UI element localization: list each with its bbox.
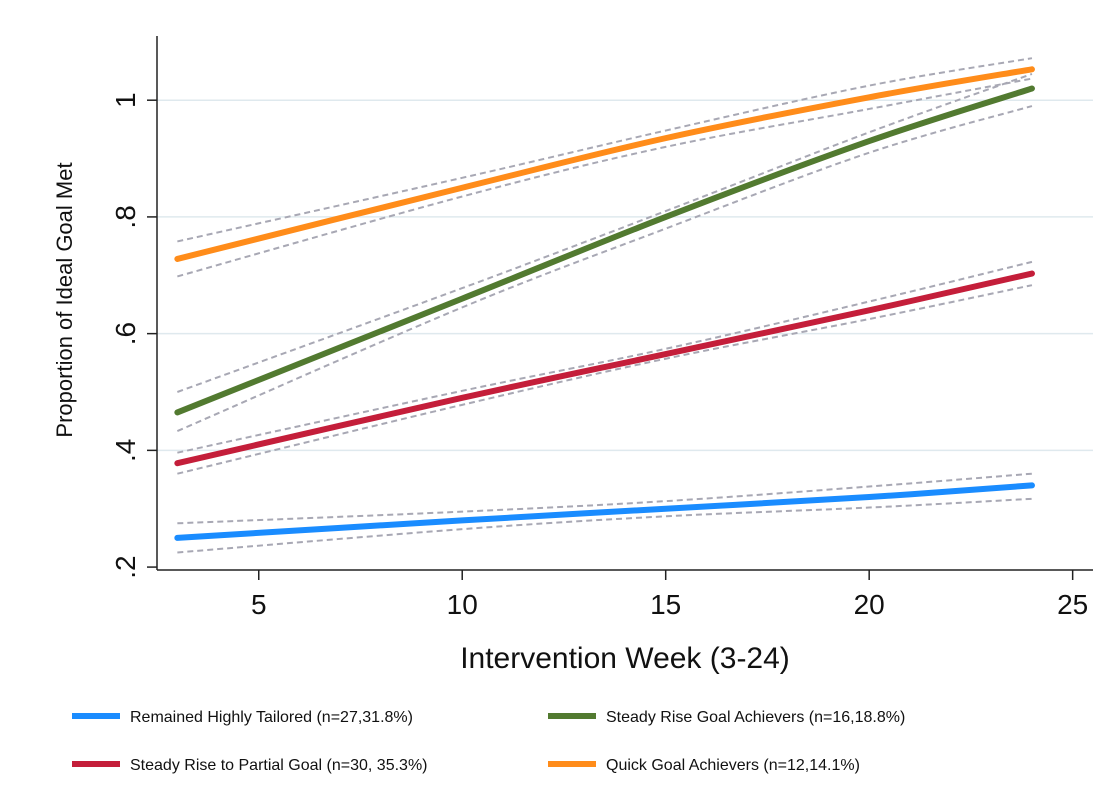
x-tick-label: 15 (650, 589, 681, 620)
ci-line-ci-upper (177, 72, 1033, 393)
ci-line-ci-lower (177, 284, 1033, 475)
axes (156, 36, 1093, 571)
y-tick-label: .2 (110, 555, 141, 578)
ci-line-ci-lower (177, 497, 1033, 554)
x-tick-label: 5 (251, 589, 267, 620)
ci-line-ci-upper (177, 260, 1033, 454)
ci-line-ci-lower (176, 105, 1033, 433)
legend-label: Steady Rise Goal Achievers (n=16,18.8%) (606, 709, 905, 726)
legend-label: Remained Highly Tailored (n=27,31.8%) (130, 709, 413, 726)
y-axis-title: Proportion of Ideal Goal Met (52, 162, 77, 437)
y-tick-label: 1 (110, 92, 141, 108)
y-ticks: .2 .4 .6 .8 1 (110, 92, 157, 579)
x-tick-label: 25 (1057, 589, 1088, 620)
series-line (174, 66, 1035, 262)
y-tick-label: .6 (110, 322, 141, 345)
x-tick-label: 10 (447, 589, 478, 620)
gridlines (157, 99, 1093, 452)
legend-label: Steady Rise to Partial Goal (n=30, 35.3%… (130, 757, 428, 774)
legend: Remained Highly Tailored (n=27,31.8%) Ste… (72, 709, 905, 774)
x-axis-title: Intervention Week (3-24) (460, 642, 790, 675)
legend-label: Quick Goal Achievers (n=12,14.1%) (606, 757, 860, 774)
x-ticks: 5 10 15 20 25 (251, 570, 1088, 620)
series-line (174, 482, 1035, 541)
ci-line-ci-upper (177, 57, 1033, 243)
ci-line-ci-upper (177, 472, 1033, 525)
series-lines (174, 66, 1035, 541)
confidence-intervals (176, 57, 1033, 554)
series-line (174, 270, 1035, 467)
ci-line-ci-lower (177, 77, 1033, 278)
y-tick-label: .8 (110, 205, 141, 228)
x-tick-label: 20 (854, 589, 885, 620)
series-line (174, 85, 1035, 416)
y-tick-label: .4 (110, 439, 141, 462)
